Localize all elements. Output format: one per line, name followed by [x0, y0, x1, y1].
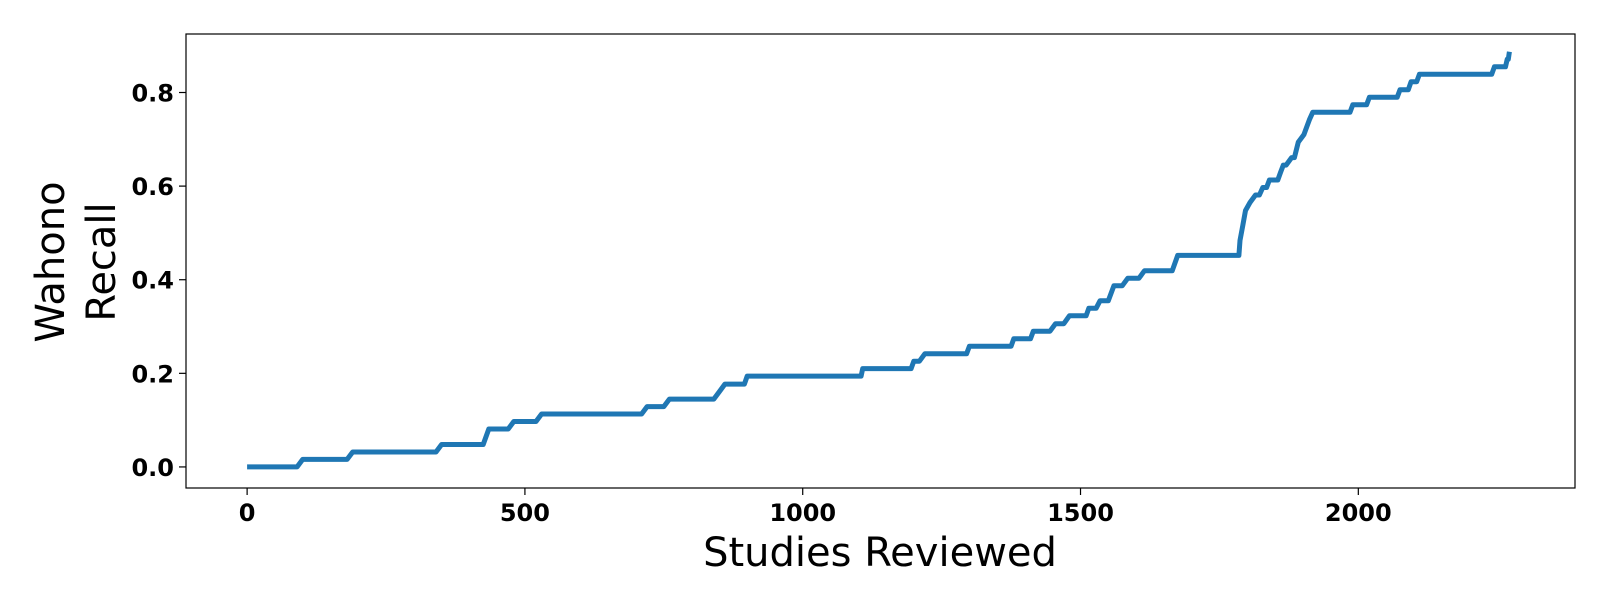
x-tick-label: 2000 — [1325, 499, 1392, 527]
y-tick-label: 0.4 — [131, 267, 174, 295]
y-tick-label: 0.6 — [131, 173, 174, 201]
y-tick-label: 0.0 — [131, 454, 174, 482]
plot-frame — [185, 33, 1576, 489]
y-axis-title-line-1: Wahono — [28, 181, 74, 342]
x-tick-label: 500 — [500, 499, 550, 527]
y-axis-title-line-2: Recall — [79, 202, 125, 321]
y-tick-label: 0.2 — [131, 360, 174, 388]
x-tick-label: 0 — [239, 499, 256, 527]
x-tick-label: 1000 — [769, 499, 836, 527]
recall-series-line — [247, 51, 1512, 470]
y-tick-label: 0.8 — [131, 80, 174, 108]
series-layer — [247, 51, 1512, 470]
y-axis: 0.0 0.2 0.4 0.6 0.8 — [131, 80, 186, 482]
x-axis: 0 500 1000 1500 2000 — [239, 488, 1392, 527]
x-tick-label: 1500 — [1047, 499, 1114, 527]
x-axis-title: Studies Reviewed — [703, 530, 1057, 576]
